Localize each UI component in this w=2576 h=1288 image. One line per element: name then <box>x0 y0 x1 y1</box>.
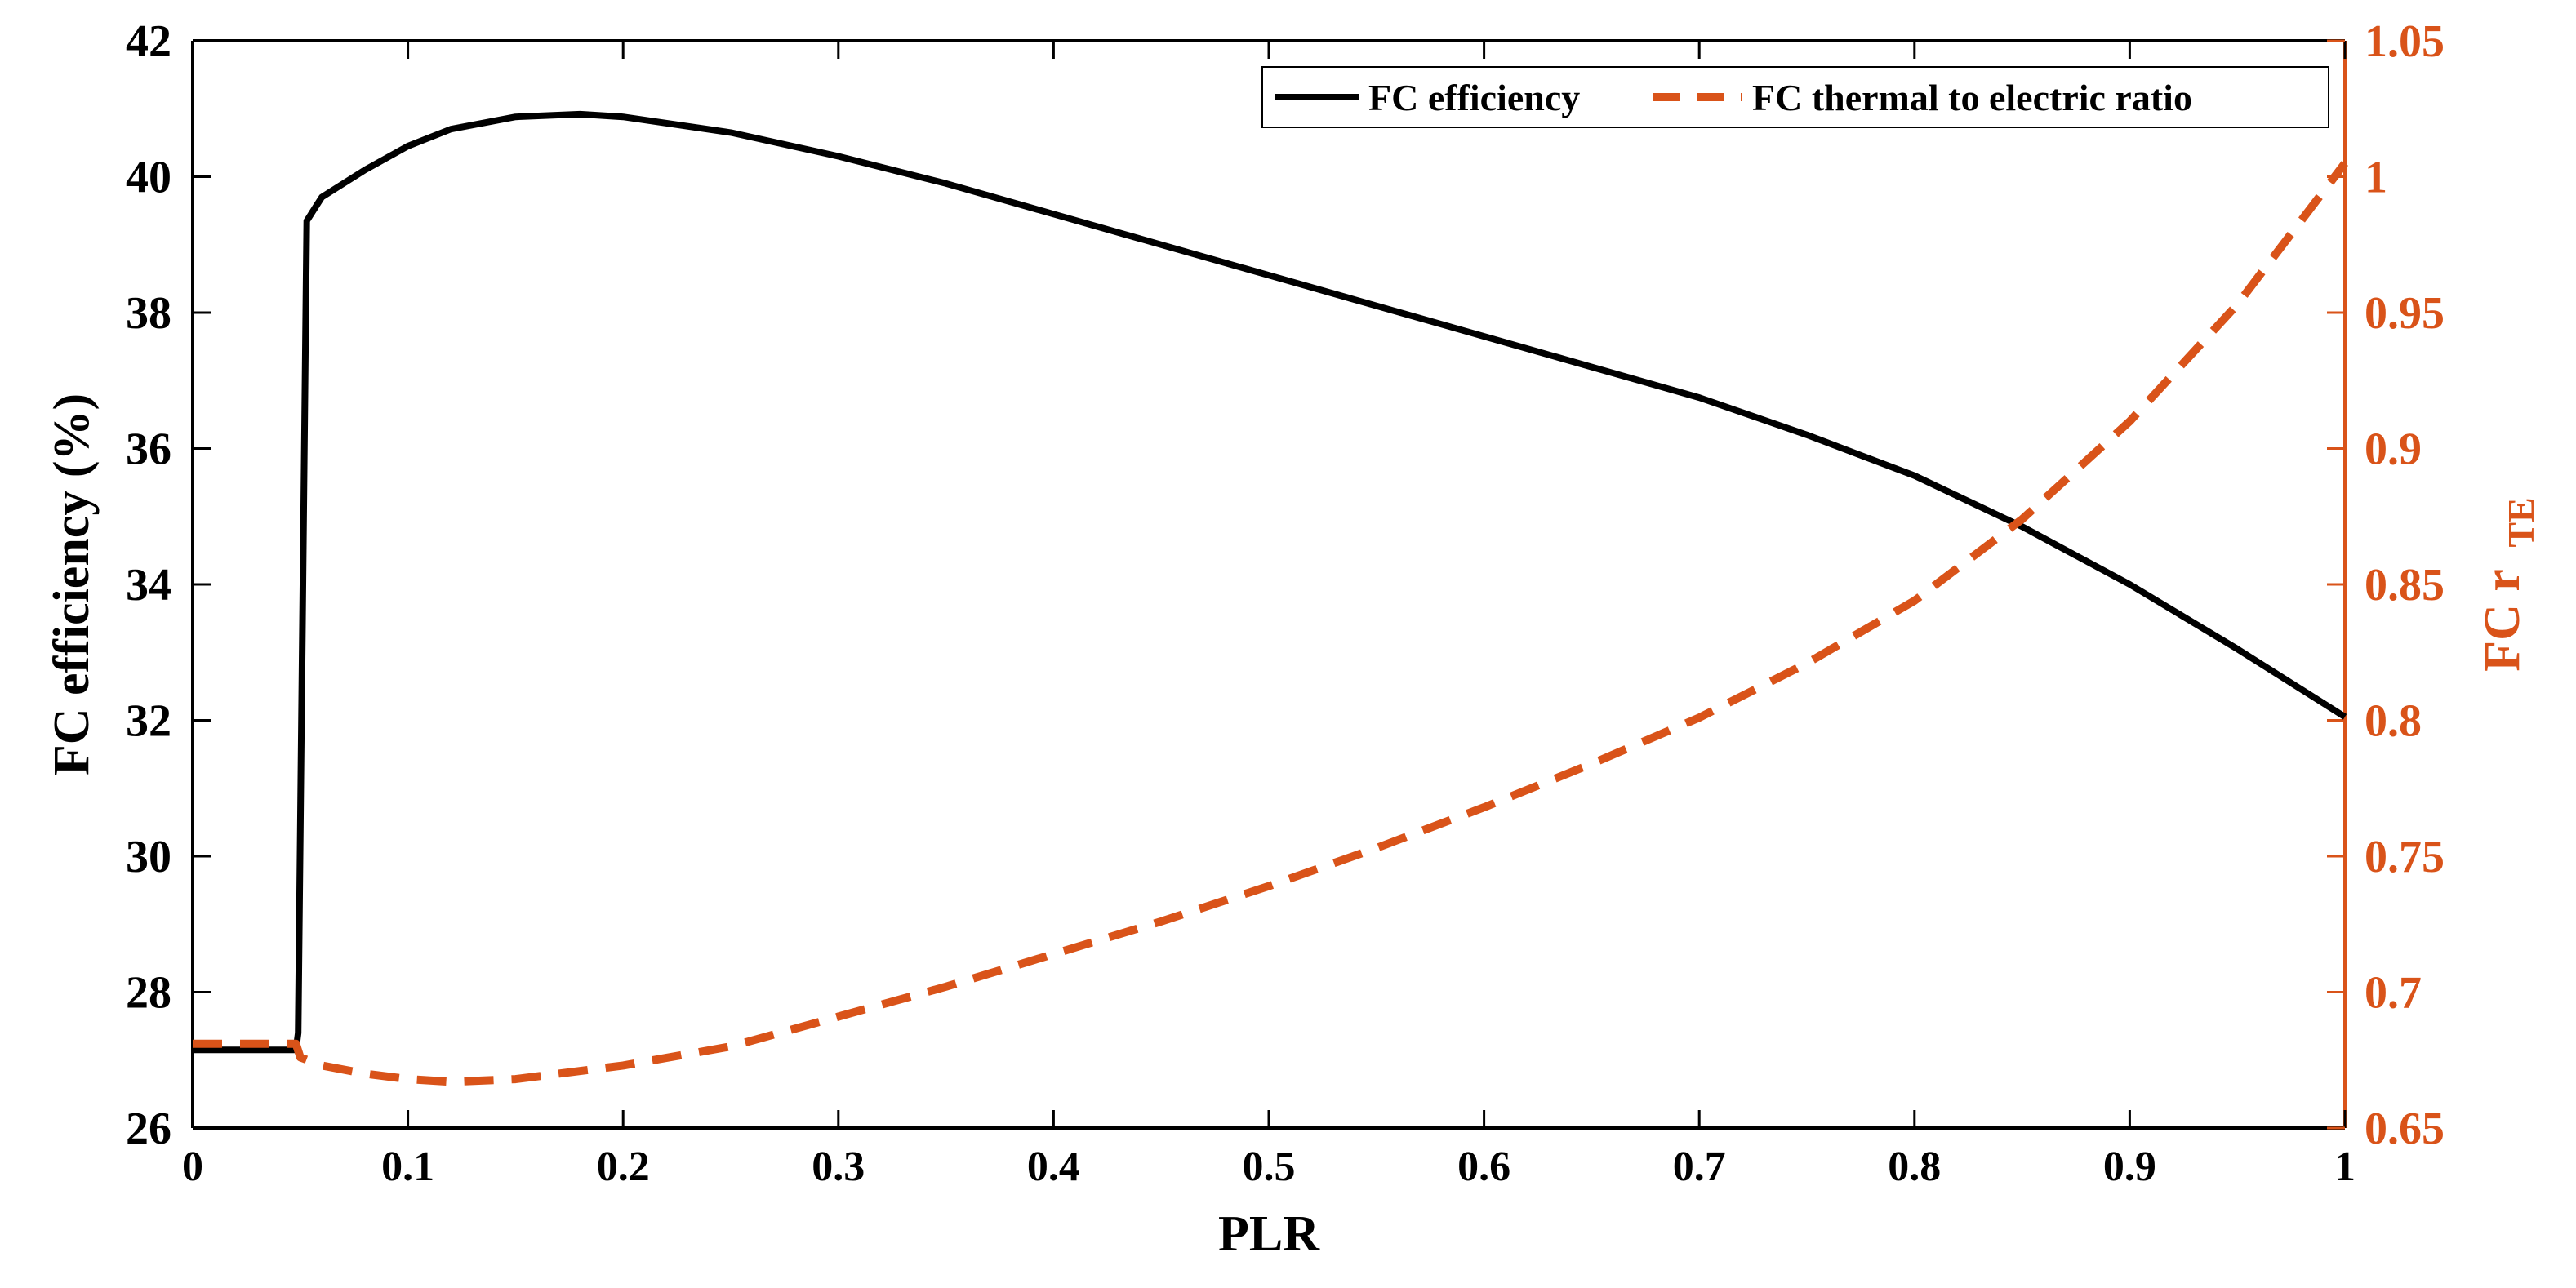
left-y-tick-label: 34 <box>126 560 171 611</box>
left-y-tick-label: 38 <box>126 288 171 339</box>
right-y-tick-label: 0.7 <box>2365 968 2422 1019</box>
x-tick-label: 0.2 <box>597 1144 650 1190</box>
x-tick-label: 0.9 <box>2103 1144 2156 1190</box>
left-y-tick-label: 40 <box>126 153 171 203</box>
left-y-tick-label: 36 <box>126 424 171 475</box>
right-y-axis-label-subscript: TE <box>2500 497 2542 547</box>
right-y-tick-label: 0.95 <box>2365 288 2445 339</box>
x-tick-label: 0.8 <box>1888 1144 1941 1190</box>
left-y-tick-label: 32 <box>126 696 171 747</box>
x-tick-label: 0.7 <box>1673 1144 1726 1190</box>
x-tick-label: 0.1 <box>381 1144 434 1190</box>
left-y-tick-label: 28 <box>126 968 171 1019</box>
series-group <box>193 110 2348 1086</box>
legend-label-efficiency: FC efficiency <box>1368 77 1580 118</box>
right-y-axis-label-main: FC r <box>2475 570 2530 672</box>
right-y-tick-label: 0.85 <box>2365 560 2445 611</box>
x-tick-label: 0 <box>182 1144 203 1190</box>
left-y-tick-label: 30 <box>126 832 171 882</box>
right-y-axis-ticks: 0.65 0.7 0.75 0.8 0.85 0.9 0.95 1 1.05 <box>2327 16 2445 1154</box>
left-y-axis-ticks: 26 28 30 32 34 36 38 40 42 <box>126 16 211 1154</box>
right-y-tick-label: 1 <box>2365 153 2387 203</box>
legend-box <box>1261 66 2329 128</box>
legend-label-ratio: FC thermal to electric ratio <box>1752 77 2192 118</box>
series-line-ratio <box>193 160 2348 1086</box>
right-y-tick-label: 0.75 <box>2365 832 2445 882</box>
legend: FC efficiency FC thermal to electric rat… <box>1261 66 2329 128</box>
plot-frame-group <box>191 39 2347 1130</box>
right-y-axis-label: FC r TE <box>2475 497 2542 671</box>
axis-labels: PLR FC efficiency (%) FC r TE <box>44 393 2542 1262</box>
x-axis-label: PLR <box>1218 1206 1320 1262</box>
right-y-tick-label: 0.8 <box>2365 696 2422 747</box>
left-y-tick-label: 26 <box>126 1104 171 1154</box>
right-y-tick-label: 0.65 <box>2365 1104 2445 1154</box>
left-y-axis-label: FC efficiency (%) <box>44 393 100 775</box>
x-axis-ticks: 0 0.1 0.2 0.3 0.4 0.5 0.6 0.7 0.8 0.9 1 <box>182 41 2356 1190</box>
x-tick-label: 0.6 <box>1457 1144 1510 1190</box>
x-tick-label: 0.3 <box>812 1144 865 1190</box>
right-y-tick-label: 0.9 <box>2365 424 2422 475</box>
right-y-tick-label: 1.05 <box>2365 16 2445 67</box>
x-tick-label: 1 <box>2334 1144 2356 1190</box>
x-tick-label: 0.5 <box>1243 1144 1296 1190</box>
series-line-efficiency <box>193 110 2347 1054</box>
x-tick-label: 0.4 <box>1027 1144 1080 1190</box>
left-y-tick-label: 42 <box>126 16 171 67</box>
